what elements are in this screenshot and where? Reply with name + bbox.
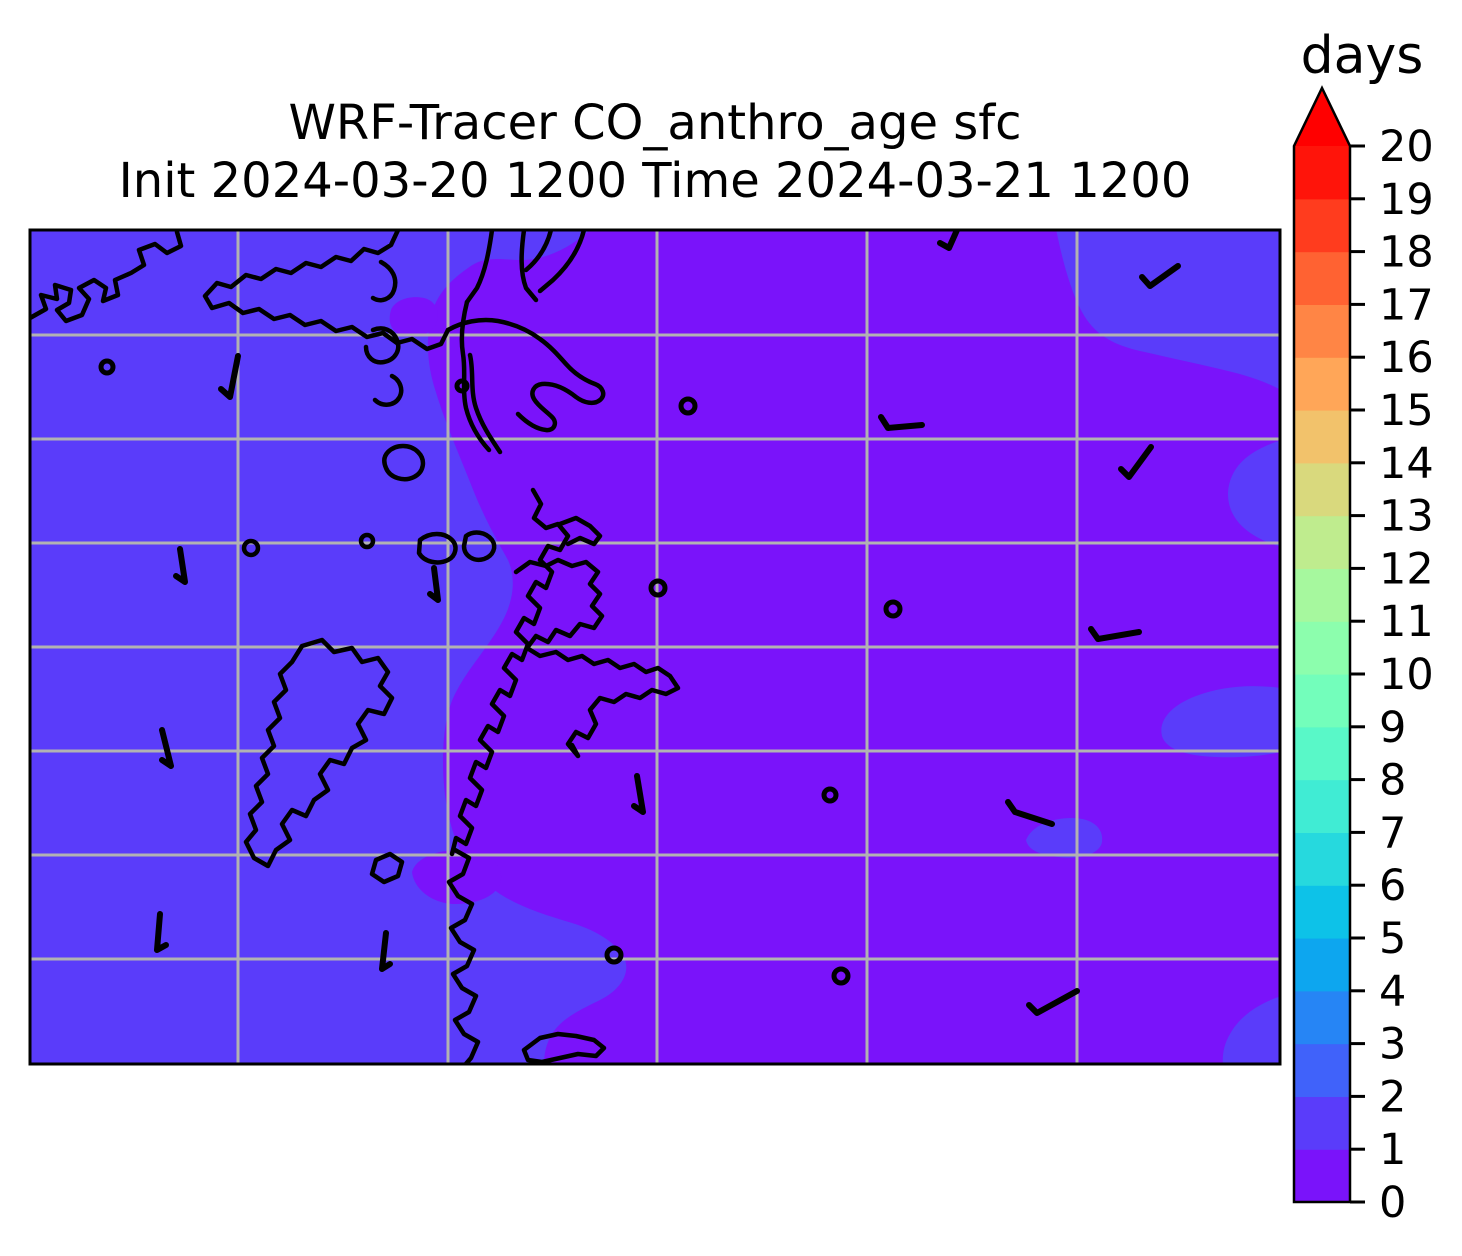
coastline-small-island [382,443,426,482]
contour-band-1-2-east-bulge [1228,440,1280,547]
islet-icon [241,538,261,558]
colorbar-tick-label: 8 [1379,756,1406,806]
colorbar-band [1294,198,1350,253]
contour-band-1-2-northeast [1056,230,1280,390]
colorbar-band [1294,832,1350,886]
coastline-chichagof-island [243,637,395,869]
colorbar-tick-label: 13 [1379,492,1434,542]
colorbar-tick-label: 6 [1379,861,1406,911]
colorbar-band [1294,410,1350,464]
colorbar-tick-label: 16 [1379,333,1434,383]
calm-wind-circle-icon [604,945,624,965]
colorbar-tick-label: 5 [1379,914,1406,964]
wind-barb-icon [159,727,174,769]
coastline-north-channel [523,230,587,294]
coastline-icy-strait [445,317,606,433]
colorbar-band [1294,621,1350,675]
coastline-lynn-canal [464,230,539,305]
colorbar-band [1294,779,1350,833]
wind-barb-icon [218,353,241,400]
colorbar-band [1294,146,1350,200]
wind-barb-icon [878,414,925,431]
colorbar-tick-label: 19 [1379,175,1434,225]
colorbar-band [1294,1096,1350,1150]
calm-wind-circle-icon [454,378,470,394]
contour-band-0-1-bay-patch [389,297,438,337]
colorbar-tick-label: 10 [1379,650,1434,700]
plot-subtitle: Init 2024-03-20 1200 Time 2024-03-21 120… [118,153,1192,209]
calm-wind-circle-icon [648,578,668,598]
coastline-northwest-shore [30,230,184,324]
colorbar-tick-label: 12 [1379,544,1434,594]
wind-barb-icon [379,930,393,972]
map-border [28,228,1282,1066]
calm-wind-circle-icon [678,396,698,416]
wind-barb-icon [1139,263,1181,289]
coastline-gulf-coast [202,230,451,352]
calm-wind-circle-icon [98,358,116,376]
wind-barb-icon [937,230,960,251]
colorbar-tick-label: 4 [1379,967,1406,1017]
wind-barbs [98,230,1181,1016]
colorbar-tick-label: 0 [1379,1178,1406,1228]
coastline-island-fragments [416,530,497,565]
colorbar-tick-label: 15 [1379,386,1434,436]
colorbar-band [1294,990,1350,1045]
colorbar-band [1294,568,1350,622]
colorbar-tick-label: 2 [1379,1072,1406,1122]
colorbar-band [1294,674,1350,728]
colorbar-band [1294,1149,1350,1203]
wind-barb-icon [1026,988,1080,1016]
colorbar-tick-label: 9 [1379,703,1406,753]
wind-barb-icon [173,546,188,585]
colorbar-band [1294,304,1350,358]
coastline-mainland-east [449,487,571,857]
colorbar-tick-label: 7 [1379,808,1406,858]
colorbar-tick-label: 1 [1379,1125,1406,1175]
coastline-south-strait-shore [446,847,481,1064]
wind-barb-icon [1005,799,1055,827]
coastline-bottom-sliver-island [521,1031,607,1064]
calm-wind-circle-icon [831,966,851,986]
colorbar-tick-label: 17 [1379,280,1434,330]
colorbar-band [1294,251,1350,305]
colorbar-band [1294,1043,1350,1097]
wind-barb-icon [631,773,646,815]
coastline-small-island-south [369,851,405,885]
colorbar-band [1294,938,1350,992]
colorbar-tick-label: 11 [1379,597,1434,647]
wind-barb-icon [154,911,169,953]
islet-icon [358,532,376,550]
latlon-gridlines [30,230,1280,1064]
wind-barb-icon [1088,626,1142,642]
contour-band-1-2-east-blob [1161,686,1280,758]
coastline-admiralty-shore [513,557,681,759]
contour-band-1-2-small-blob [1026,818,1103,858]
colorbar-outline [1292,85,1352,1204]
colorbar-extend-arrow [1294,88,1350,146]
colorbar-tick-label: 14 [1379,439,1434,489]
calm-wind-circle-icon [821,786,839,804]
colorbar-tick-label: 20 [1379,122,1434,172]
wind-barb-icon [427,565,441,603]
coastline-inlet-hook [557,515,603,547]
colorbar-band [1294,462,1350,517]
colorbar-band [1294,515,1350,569]
colorbar-band [1294,357,1350,411]
calm-wind-circle-icon [883,599,903,619]
colorbar-tick-label: 18 [1379,228,1434,278]
coastlines [30,230,681,1064]
colorbar-band [1294,726,1350,781]
colorbar-tick-label: 3 [1379,1020,1406,1070]
contour-band-1-2-southeast-corner [1222,996,1280,1064]
colorbar-title: days [1300,26,1424,86]
plot-title: WRF-Tracer CO_anthro_age sfc [288,95,1022,151]
wind-barb-icon [1118,444,1154,480]
colorbar-band [1294,885,1350,939]
coastline-glacier-bay [363,259,404,407]
